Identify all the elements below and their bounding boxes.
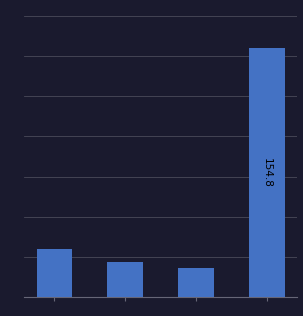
Bar xyxy=(37,249,72,297)
Bar xyxy=(108,262,143,297)
Bar xyxy=(249,48,285,297)
Text: 154.8: 154.8 xyxy=(262,158,272,188)
Bar xyxy=(178,268,214,297)
